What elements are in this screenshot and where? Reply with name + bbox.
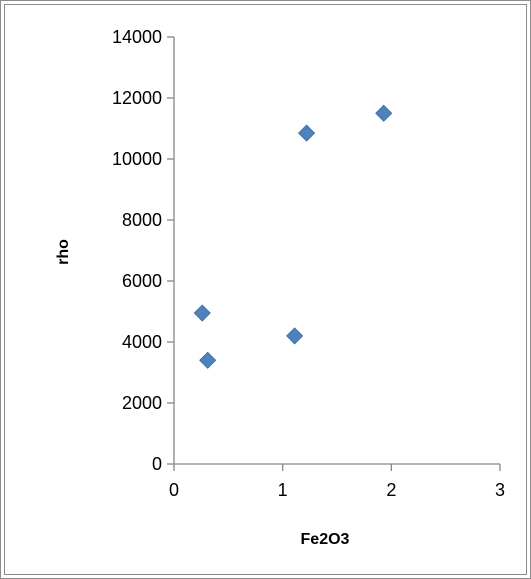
y-tick-label: 10000 bbox=[112, 149, 162, 169]
chart-area-frame bbox=[4, 4, 527, 575]
data-point-diamond bbox=[193, 304, 211, 322]
data-point-diamond bbox=[286, 327, 304, 345]
y-tick-label: 2000 bbox=[122, 393, 162, 413]
data-point-diamond bbox=[298, 124, 316, 142]
y-tick-label: 14000 bbox=[112, 27, 162, 47]
y-tick-label: 8000 bbox=[122, 210, 162, 230]
y-tick-label: 4000 bbox=[122, 332, 162, 352]
data-point-diamond bbox=[199, 351, 217, 369]
x-tick-label: 1 bbox=[278, 480, 288, 500]
y-axis-ticks: 0 2000 4000 6000 8000 10000 12000 14000 bbox=[112, 27, 174, 474]
x-axis-ticks: 0 1 2 3 bbox=[169, 464, 505, 500]
y-tick-label: 0 bbox=[152, 454, 162, 474]
y-axis-title: rho bbox=[55, 239, 72, 265]
data-points bbox=[193, 104, 393, 369]
y-tick-label: 6000 bbox=[122, 271, 162, 291]
x-tick-label: 2 bbox=[386, 480, 396, 500]
y-tick-label: 12000 bbox=[112, 88, 162, 108]
x-axis-title: Fe2O3 bbox=[301, 531, 350, 548]
axes bbox=[173, 37, 500, 465]
x-tick-label: 3 bbox=[495, 480, 505, 500]
data-point-diamond bbox=[375, 104, 393, 122]
x-tick-label: 0 bbox=[169, 480, 179, 500]
